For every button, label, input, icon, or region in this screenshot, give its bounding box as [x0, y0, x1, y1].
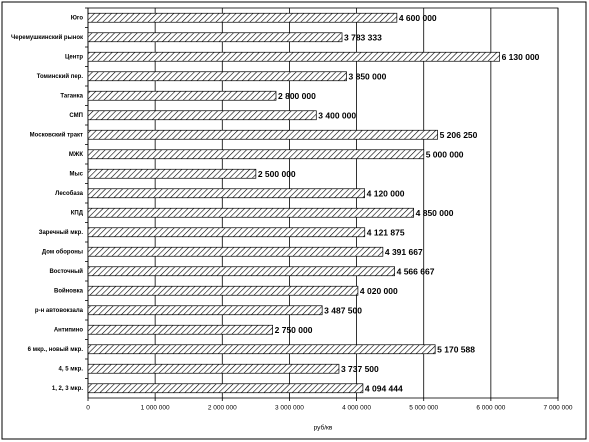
- value-label: 3 737 500: [341, 364, 379, 374]
- value-label: 2 750 000: [275, 325, 313, 335]
- value-label: 4 120 000: [367, 189, 405, 199]
- bar: [87, 383, 364, 394]
- y-tick-label: Таганка: [60, 93, 83, 99]
- y-tick-label: Антипино: [54, 327, 84, 333]
- x-tick-label: 3 000 000: [275, 405, 304, 412]
- bar: [87, 285, 359, 296]
- y-tick-label: Центр: [65, 54, 83, 60]
- bar: [87, 110, 317, 121]
- value-label: 2 500 000: [258, 169, 296, 179]
- y-tick-label: МЖК: [69, 152, 83, 158]
- y-tick-label: Мыс: [70, 171, 84, 177]
- y-tick-label: КПД: [71, 210, 84, 216]
- value-label: 4 121 875: [367, 228, 405, 238]
- bar: [87, 168, 257, 179]
- value-label: 5 170 588: [437, 345, 475, 355]
- y-tick-label: Юго: [71, 15, 84, 21]
- bar: [87, 246, 384, 257]
- bar: [87, 266, 395, 277]
- y-tick-label: Войновка: [54, 287, 84, 294]
- x-tick-label: 7 000 000: [544, 405, 573, 412]
- plot-area: [87, 7, 559, 399]
- value-label: 2 800 000: [278, 91, 316, 101]
- bar: [87, 129, 438, 140]
- x-tick-label: 5 000 000: [409, 405, 438, 412]
- x-tick-label: 4 000 000: [342, 405, 371, 412]
- bar: [87, 149, 425, 160]
- value-label: 4 566 667: [397, 267, 435, 277]
- value-label: 5 206 250: [440, 130, 478, 140]
- bar: [87, 324, 273, 335]
- bar: [87, 363, 340, 374]
- y-tick-label: Лесобаза: [55, 190, 83, 197]
- y-tick-label: СМП: [69, 113, 83, 119]
- y-tick-label: 1, 2, 3 мкр.: [52, 386, 83, 392]
- bar: [87, 227, 366, 238]
- value-label: 6 130 000: [502, 52, 540, 62]
- x-tick-label: 6 000 000: [476, 405, 505, 412]
- y-tick-label: Дом обороны: [42, 248, 83, 255]
- bar: [87, 51, 500, 62]
- value-label: 3 400 000: [318, 111, 356, 121]
- value-label: 3 487 500: [324, 306, 362, 316]
- y-tick-label: р-н автовокзала: [35, 308, 84, 314]
- y-tick-label: Томинский пер.: [37, 73, 84, 80]
- value-label: 5 000 000: [426, 150, 464, 160]
- bar: [87, 90, 277, 101]
- value-label: 3 850 000: [349, 72, 387, 82]
- x-axis-label: руб/кв: [314, 424, 333, 432]
- y-tick-label: Черемушкинский рынок: [11, 34, 83, 41]
- bar: [87, 32, 343, 43]
- y-tick-label: Московский тракт: [30, 131, 83, 138]
- y-tick-label: Восточный: [49, 268, 83, 275]
- bar: [87, 344, 436, 355]
- value-label: 4 094 444: [365, 384, 403, 394]
- y-tick-label: Заречный мкр.: [39, 229, 84, 236]
- bar: [87, 188, 365, 199]
- y-tick-label: 6 мкр., новый мкр.: [28, 346, 84, 353]
- value-label: 3 783 333: [344, 33, 382, 43]
- value-label: 4 391 667: [385, 247, 423, 257]
- bar: [87, 305, 323, 316]
- bar: [87, 207, 414, 218]
- x-tick-label: 2 000 000: [208, 405, 237, 412]
- x-tick-label: 1 000 000: [141, 405, 170, 412]
- x-tick-label: 0: [86, 405, 90, 412]
- value-label: 4 020 000: [360, 286, 398, 296]
- value-label: 4 600 000: [399, 13, 437, 23]
- value-label: 4 850 000: [416, 208, 454, 218]
- y-tick-label: 4, 5 мкр.: [59, 366, 84, 372]
- bar: [87, 12, 398, 23]
- bar: [87, 71, 347, 82]
